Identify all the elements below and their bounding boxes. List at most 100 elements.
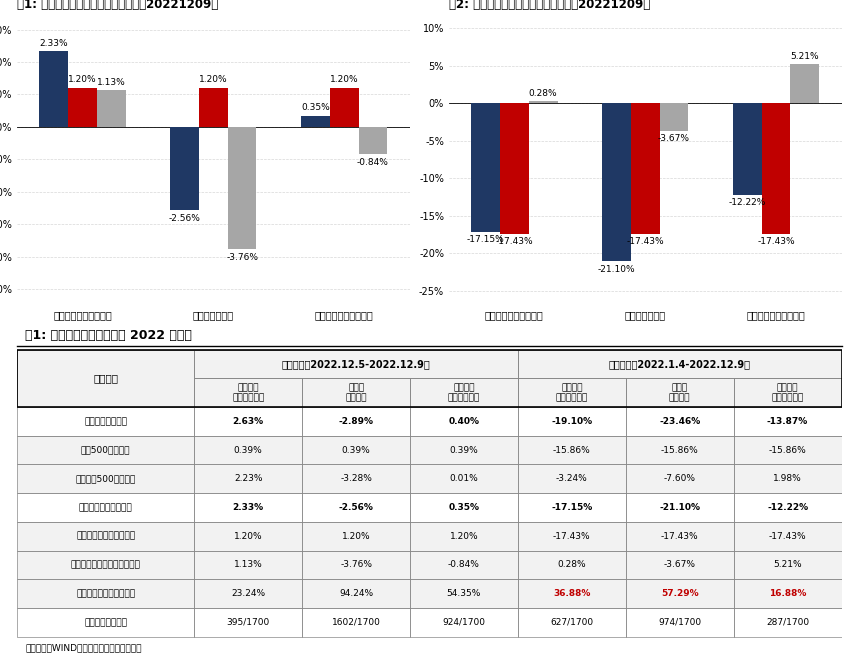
FancyBboxPatch shape (195, 608, 302, 637)
Bar (97, 90, 126, 127)
Bar (631, 103, 660, 234)
FancyBboxPatch shape (195, 407, 302, 436)
Text: 0.01%: 0.01% (450, 474, 479, 484)
Text: 36.88%: 36.88% (553, 589, 591, 598)
FancyBboxPatch shape (302, 464, 410, 493)
Text: 图2: 国信金工主动量化组合本年表现（20221209）: 图2: 国信金工主动量化组合本年表现（20221209） (449, 0, 650, 11)
Text: 287/1700: 287/1700 (766, 618, 809, 627)
Text: 395/1700: 395/1700 (227, 618, 269, 627)
FancyBboxPatch shape (734, 378, 842, 407)
FancyBboxPatch shape (410, 378, 518, 407)
FancyBboxPatch shape (518, 436, 626, 464)
Bar (195, 350, 518, 378)
Bar (302, 493, 410, 522)
Text: 1.20%: 1.20% (199, 75, 228, 85)
Text: -3.76%: -3.76% (226, 253, 258, 261)
Text: 627/1700: 627/1700 (550, 618, 593, 627)
Bar (518, 551, 626, 580)
Text: -15.86%: -15.86% (768, 446, 807, 455)
Legend: 组合收益, 普通股票型基金指数收益, 超额收益: 组合收益, 普通股票型基金指数收益, 超额收益 (542, 356, 748, 372)
FancyBboxPatch shape (518, 378, 626, 407)
FancyBboxPatch shape (626, 580, 734, 608)
Text: 资料来源：WIND，国信证券经济研究所整理: 资料来源：WIND，国信证券经济研究所整理 (26, 643, 142, 652)
Bar (626, 436, 734, 464)
Text: -3.67%: -3.67% (658, 134, 690, 143)
Bar (734, 436, 842, 464)
Bar (301, 115, 330, 127)
Bar (195, 436, 302, 464)
Text: -3.24%: -3.24% (556, 474, 587, 484)
Text: 资料来源：WIND，国信证券经济研究所整理: 资料来源：WIND，国信证券经济研究所整理 (456, 392, 573, 401)
FancyBboxPatch shape (734, 608, 842, 637)
Text: -2.56%: -2.56% (168, 213, 201, 223)
Bar (302, 522, 410, 551)
FancyBboxPatch shape (17, 436, 195, 464)
Text: 0.39%: 0.39% (450, 446, 479, 455)
Bar (195, 378, 302, 407)
FancyBboxPatch shape (626, 436, 734, 464)
FancyBboxPatch shape (734, 522, 842, 551)
Bar (302, 436, 410, 464)
Text: -3.67%: -3.67% (664, 560, 695, 570)
Bar (302, 608, 410, 637)
Text: -15.86%: -15.86% (553, 446, 591, 455)
FancyBboxPatch shape (17, 608, 195, 637)
Bar (626, 608, 734, 637)
Bar (626, 580, 734, 608)
Bar (518, 350, 842, 378)
Bar (626, 464, 734, 493)
Bar (17, 407, 195, 436)
Text: 0.28%: 0.28% (529, 89, 558, 97)
FancyBboxPatch shape (17, 580, 195, 608)
FancyBboxPatch shape (734, 464, 842, 493)
Text: -17.43%: -17.43% (757, 237, 795, 246)
Bar (17, 436, 195, 464)
Text: 本周表现（2022.12.5-2022.12.9）: 本周表现（2022.12.5-2022.12.9） (281, 359, 430, 369)
Bar (302, 407, 410, 436)
Bar (410, 493, 518, 522)
Bar (302, 551, 410, 580)
Bar (302, 464, 410, 493)
Bar (518, 378, 626, 407)
Text: 资料来源：WIND，国信证券经济研究所整理: 资料来源：WIND，国信证券经济研究所整理 (25, 392, 141, 401)
FancyBboxPatch shape (195, 436, 302, 464)
Bar (302, 378, 410, 407)
FancyBboxPatch shape (626, 522, 734, 551)
Bar (410, 608, 518, 637)
Bar (529, 101, 558, 103)
Text: 23.24%: 23.24% (231, 589, 265, 598)
Bar (518, 493, 626, 522)
FancyBboxPatch shape (410, 464, 518, 493)
FancyBboxPatch shape (410, 580, 518, 608)
FancyBboxPatch shape (734, 551, 842, 580)
Text: 图1: 国信金工主动量化组合本周表现（20221209）: 图1: 国信金工主动量化组合本周表现（20221209） (17, 0, 218, 11)
Bar (17, 350, 842, 407)
Text: 1.13%: 1.13% (234, 560, 263, 570)
Text: 1.20%: 1.20% (68, 75, 97, 85)
Bar (518, 522, 626, 551)
FancyBboxPatch shape (626, 608, 734, 637)
Bar (602, 103, 631, 261)
Text: 本年表现（2022.1.4-2022.12.9）: 本年表现（2022.1.4-2022.12.9） (609, 359, 751, 369)
Text: -2.56%: -2.56% (338, 503, 373, 512)
Text: -17.15%: -17.15% (551, 503, 592, 512)
Bar (733, 103, 762, 195)
Text: 924/1700: 924/1700 (443, 618, 485, 627)
Bar (195, 551, 302, 580)
Bar (734, 407, 842, 436)
FancyBboxPatch shape (734, 493, 842, 522)
Bar (734, 551, 842, 580)
Bar (68, 88, 97, 127)
Text: -17.15%: -17.15% (467, 235, 504, 244)
Text: 相对中证500指数超额: 相对中证500指数超额 (76, 474, 136, 484)
Text: 在主动股基中排名分位点: 在主动股基中排名分位点 (76, 589, 135, 598)
FancyBboxPatch shape (302, 551, 410, 580)
FancyBboxPatch shape (734, 407, 842, 436)
FancyBboxPatch shape (302, 378, 410, 407)
FancyBboxPatch shape (518, 493, 626, 522)
Bar (626, 493, 734, 522)
Text: 2.23%: 2.23% (234, 474, 263, 484)
Bar (734, 464, 842, 493)
Bar (17, 493, 195, 522)
Text: 普通股票型基金指数收益: 普通股票型基金指数收益 (76, 532, 135, 541)
